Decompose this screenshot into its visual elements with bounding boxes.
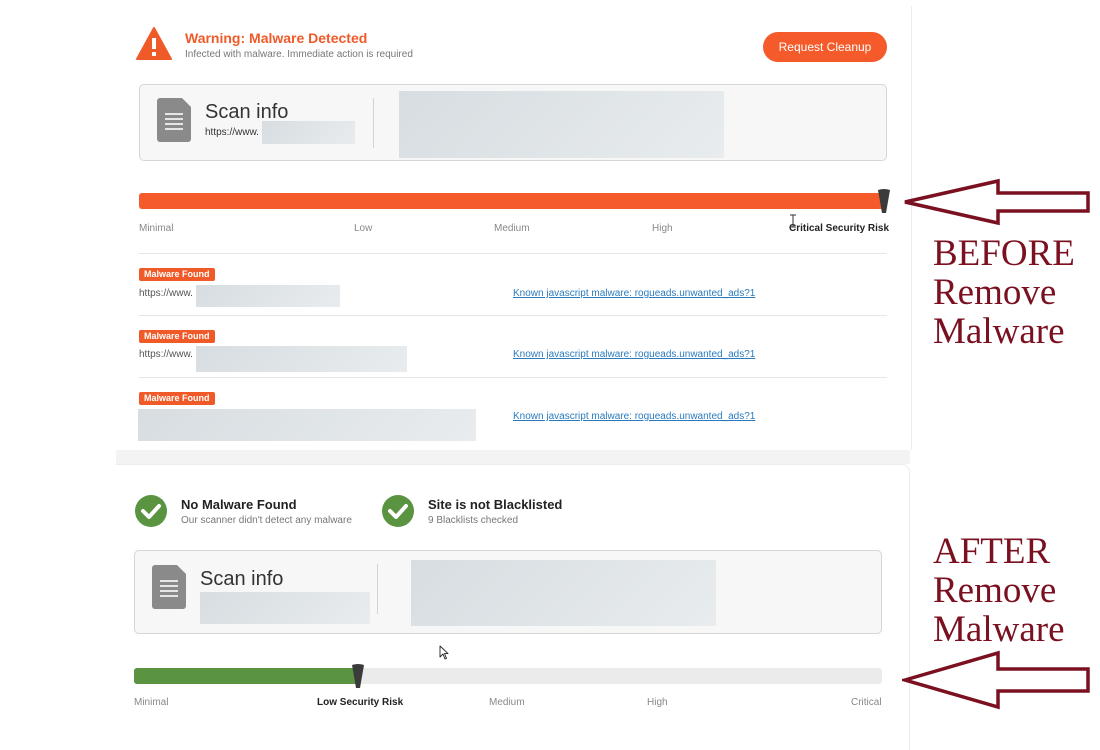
check-circle-icon bbox=[135, 495, 167, 527]
before-arrow-icon bbox=[904, 178, 1090, 226]
after-label-line-2: Remove bbox=[933, 570, 1057, 611]
malware-signature-link[interactable]: Known javascript malware: rogueads.unwan… bbox=[513, 349, 756, 360]
malware-found-badge: Malware Found bbox=[139, 268, 215, 281]
risk-label-critical: Critical Security Risk bbox=[789, 223, 890, 234]
document-icon bbox=[152, 565, 186, 609]
risk-label-medium: Medium bbox=[489, 697, 525, 708]
warning-subtitle: Infected with malware. Immediate action … bbox=[185, 49, 413, 60]
panel-separator bbox=[116, 450, 910, 464]
malware-signature-link[interactable]: Known javascript malware: rogueads.unwan… bbox=[513, 288, 756, 299]
after-arrow-icon bbox=[902, 650, 1090, 710]
before-label-line-2: Remove bbox=[933, 272, 1057, 313]
document-icon bbox=[157, 98, 191, 142]
after-scan-panel: No Malware Found Our scanner didn't dete… bbox=[116, 464, 910, 750]
risk-label-critical: Critical bbox=[851, 697, 882, 708]
after-label-line-1: AFTER bbox=[933, 531, 1051, 572]
redacted-site-screenshot bbox=[411, 560, 716, 626]
infected-url: https://www. bbox=[139, 349, 193, 360]
row-divider bbox=[139, 253, 887, 254]
risk-level-fill bbox=[139, 193, 887, 209]
redacted-url bbox=[196, 285, 340, 307]
risk-label-low: Low bbox=[354, 223, 373, 234]
malware-found-badge: Malware Found bbox=[139, 330, 215, 343]
malware-signature-link[interactable]: Known javascript malware: rogueads.unwan… bbox=[513, 411, 756, 422]
risk-label-minimal: Minimal bbox=[139, 223, 174, 234]
after-label-line-3: Malware bbox=[933, 609, 1065, 650]
risk-label-low: Low Security Risk bbox=[317, 697, 404, 708]
risk-level-bar bbox=[139, 193, 887, 209]
before-label-line-3: Malware bbox=[933, 311, 1065, 352]
card-divider bbox=[373, 98, 374, 148]
risk-label-high: High bbox=[652, 223, 673, 234]
risk-label-high: High bbox=[647, 697, 668, 708]
redacted-url bbox=[200, 592, 370, 624]
before-label-line-1: BEFORE bbox=[933, 233, 1075, 274]
before-scan-panel: Warning: Malware Detected Infected with … bbox=[116, 6, 912, 450]
warning-triangle-icon bbox=[136, 27, 172, 60]
warning-title: Warning: Malware Detected bbox=[185, 30, 368, 46]
scan-info-card: Scan info bbox=[134, 550, 882, 634]
text-cursor-icon bbox=[790, 214, 796, 228]
risk-label-minimal: Minimal bbox=[134, 697, 169, 708]
redacted-url bbox=[138, 409, 476, 441]
mouse-pointer-icon bbox=[439, 645, 449, 660]
risk-label-medium: Medium bbox=[494, 223, 530, 234]
no-malware-subtitle: Our scanner didn't detect any malware bbox=[181, 515, 352, 526]
check-circle-icon bbox=[382, 495, 414, 527]
row-divider bbox=[139, 315, 887, 316]
request-cleanup-button[interactable]: Request Cleanup bbox=[763, 32, 887, 62]
scan-info-title: Scan info bbox=[205, 101, 289, 123]
malware-found-badge: Malware Found bbox=[139, 392, 215, 405]
risk-marker-icon bbox=[352, 664, 364, 688]
blacklist-subtitle: 9 Blacklists checked bbox=[428, 515, 519, 526]
scan-info-title: Scan info bbox=[200, 568, 284, 590]
blacklist-title: Site is not Blacklisted bbox=[428, 497, 563, 512]
scan-info-url: https://www. bbox=[205, 127, 259, 138]
risk-level-bar bbox=[134, 668, 882, 684]
card-divider bbox=[377, 564, 378, 614]
infected-url: https://www. bbox=[139, 288, 193, 299]
scan-info-card: Scan info https://www. bbox=[139, 84, 887, 161]
redacted-site-screenshot bbox=[399, 91, 724, 158]
risk-level-fill bbox=[134, 668, 358, 684]
redacted-url bbox=[196, 346, 407, 372]
row-divider bbox=[139, 377, 887, 378]
redacted-url bbox=[262, 121, 355, 144]
risk-marker-icon bbox=[878, 189, 890, 213]
no-malware-title: No Malware Found bbox=[181, 497, 297, 512]
